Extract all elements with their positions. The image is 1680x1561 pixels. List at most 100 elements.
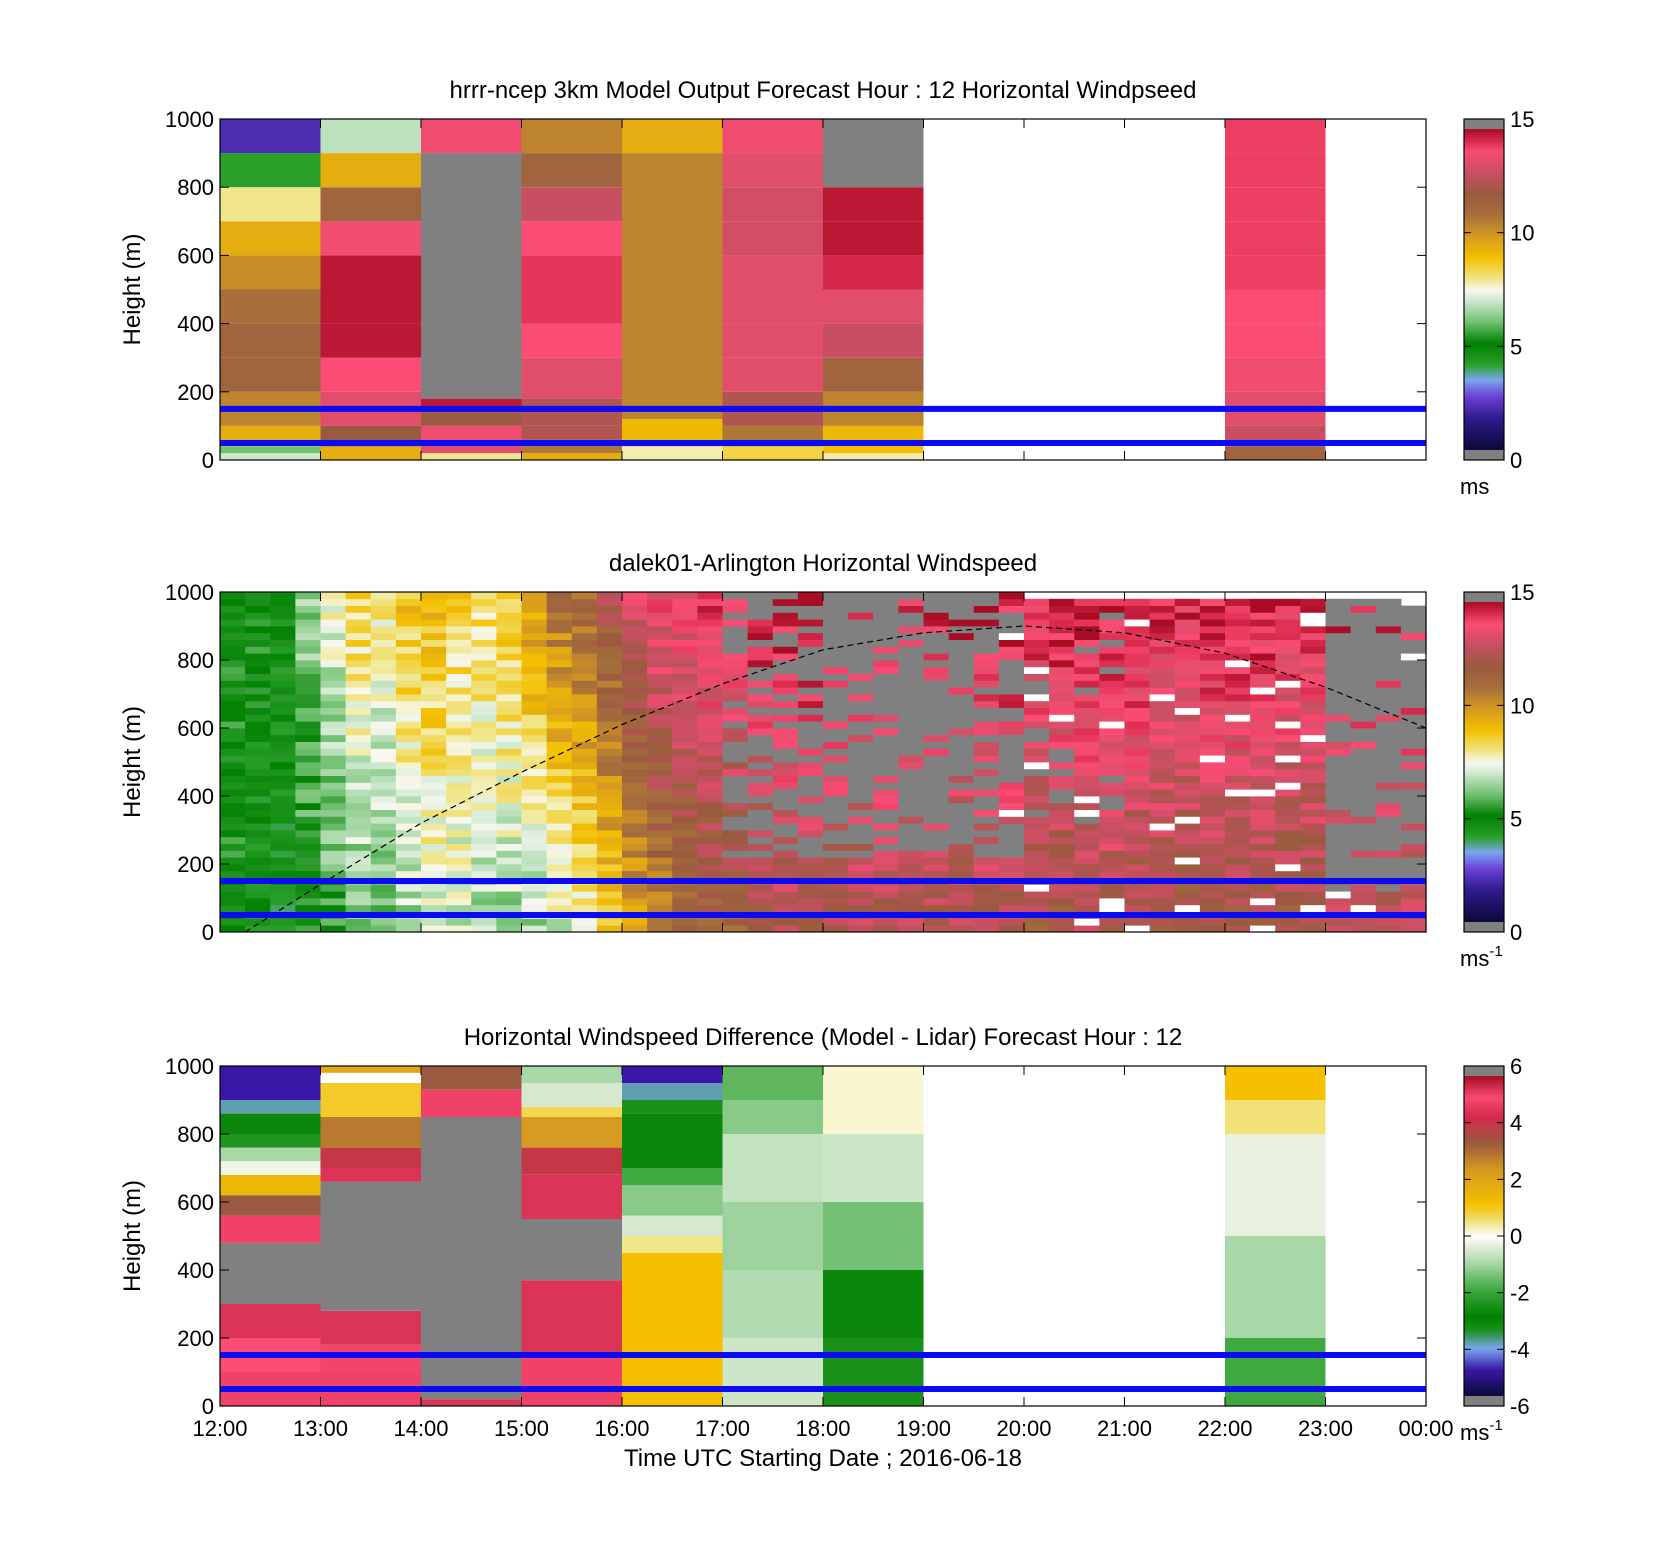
- colorbar-swatch: [1464, 1310, 1504, 1314]
- heatmap-cell: [1350, 700, 1377, 708]
- heatmap-cell: [345, 836, 372, 844]
- heatmap-cell: [245, 612, 271, 620]
- heatmap-cell: [722, 721, 749, 729]
- heatmap-cell: [320, 680, 347, 688]
- heatmap-cell: [1375, 850, 1402, 858]
- heatmap-cell: [697, 673, 724, 681]
- heatmap-cell: [1400, 775, 1427, 783]
- colorbar-swatch: [1464, 719, 1504, 723]
- heatmap-cell: [1300, 639, 1327, 647]
- heatmap-cell: [546, 836, 573, 844]
- heatmap-cell: [1049, 598, 1075, 606]
- heatmap-cell: [521, 843, 548, 851]
- heatmap-cell: [345, 782, 372, 790]
- heatmap-cell: [1099, 768, 1126, 776]
- heatmap-cell: [546, 809, 573, 817]
- colorbar-swatch: [1464, 313, 1504, 317]
- heatmap-cell: [647, 904, 673, 912]
- heatmap-cell: [1400, 728, 1427, 736]
- colorbar-swatch: [1464, 1164, 1504, 1168]
- heatmap-cell: [220, 721, 246, 729]
- heatmap-cell: [295, 755, 322, 763]
- heatmap-cell: [1049, 755, 1075, 763]
- colorbar-swatch: [1464, 227, 1504, 232]
- heatmap-cell: [697, 741, 724, 749]
- heatmap-cell: [747, 646, 774, 654]
- heatmap-cell: [521, 453, 622, 460]
- heatmap-cell: [1400, 734, 1427, 742]
- heatmap-cell: [923, 619, 950, 627]
- heatmap-cell: [1024, 857, 1050, 865]
- colorbar-swatch: [1464, 334, 1504, 339]
- heatmap-cell: [722, 446, 823, 460]
- heatmap-cell: [395, 707, 422, 715]
- heatmap-cell: [948, 721, 975, 729]
- heatmap-cell: [1300, 809, 1327, 817]
- heatmap-cell: [421, 1089, 522, 1117]
- heatmap-cell: [1275, 632, 1301, 640]
- heatmap-cell: [647, 884, 673, 892]
- heatmap-cell: [245, 687, 271, 695]
- heatmap-cell: [1174, 748, 1201, 756]
- heatmap-cell: [697, 700, 724, 708]
- heatmap-cell: [1250, 741, 1276, 749]
- heatmap-cell: [1325, 619, 1352, 627]
- heatmap-cell: [923, 775, 950, 783]
- heatmap-cell: [1325, 789, 1352, 797]
- heatmap-cell: [1225, 918, 1251, 926]
- heatmap-cell: [1174, 687, 1201, 695]
- heatmap-cell: [1300, 836, 1327, 844]
- heatmap-cell: [395, 802, 422, 810]
- heatmap-cell: [823, 734, 849, 742]
- colorbar-swatch: [1464, 345, 1504, 349]
- colorbar-swatch: [1464, 634, 1504, 638]
- colorbar-swatch: [1464, 847, 1504, 851]
- heatmap-cell: [1049, 816, 1075, 824]
- heatmap-cell: [697, 843, 724, 851]
- heatmap-cell: [998, 694, 1025, 702]
- heatmap-cell: [1024, 850, 1050, 858]
- heatmap-cell: [1099, 796, 1126, 804]
- heatmap-cell: [873, 904, 899, 912]
- heatmap-cell: [295, 802, 322, 810]
- colorbar-swatch: [1464, 1214, 1504, 1218]
- heatmap-cell: [1375, 904, 1402, 912]
- heatmap-cell: [948, 714, 975, 722]
- heatmap-cell: [471, 653, 497, 661]
- colorbar-swatch: [1464, 340, 1504, 344]
- heatmap-cell: [647, 632, 673, 640]
- heatmap-cell: [546, 864, 573, 872]
- heatmap-cell: [1325, 687, 1352, 695]
- heatmap-cell: [948, 836, 975, 844]
- colorbar-swatch: [1464, 147, 1504, 151]
- heatmap-cell: [923, 694, 950, 702]
- heatmap-cell: [1225, 768, 1251, 776]
- heatmap-cell: [1225, 687, 1251, 695]
- heatmap-cell: [1250, 816, 1276, 824]
- heatmap-cell: [1074, 925, 1100, 933]
- heatmap-cell: [295, 762, 322, 770]
- heatmap-cell: [747, 653, 774, 661]
- heatmap-cell: [345, 830, 372, 838]
- heatmap-cell: [1049, 850, 1075, 858]
- heatmap-cell: [245, 782, 271, 790]
- colorbar-swatch: [1464, 158, 1504, 162]
- heatmap-cell: [873, 843, 899, 851]
- heatmap-cell: [1400, 673, 1427, 681]
- heatmap-cell: [270, 775, 296, 783]
- heatmap-cell: [1024, 660, 1050, 668]
- heatmap-cell: [546, 789, 573, 797]
- heatmap-cell: [672, 850, 698, 858]
- heatmap-cell: [873, 707, 899, 715]
- heatmap-cell: [622, 918, 648, 926]
- heatmap-cell: [395, 830, 422, 838]
- heatmap-cell: [1074, 632, 1100, 640]
- heatmap-cell: [345, 768, 372, 776]
- heatmap-cell: [571, 748, 598, 756]
- heatmap-cell: [345, 898, 372, 906]
- heatmap-cell: [823, 612, 849, 620]
- heatmap-cell: [1400, 836, 1427, 844]
- heatmap-cell: [622, 843, 648, 851]
- heatmap-cell: [973, 619, 1000, 627]
- colorbar-swatch: [1464, 922, 1504, 932]
